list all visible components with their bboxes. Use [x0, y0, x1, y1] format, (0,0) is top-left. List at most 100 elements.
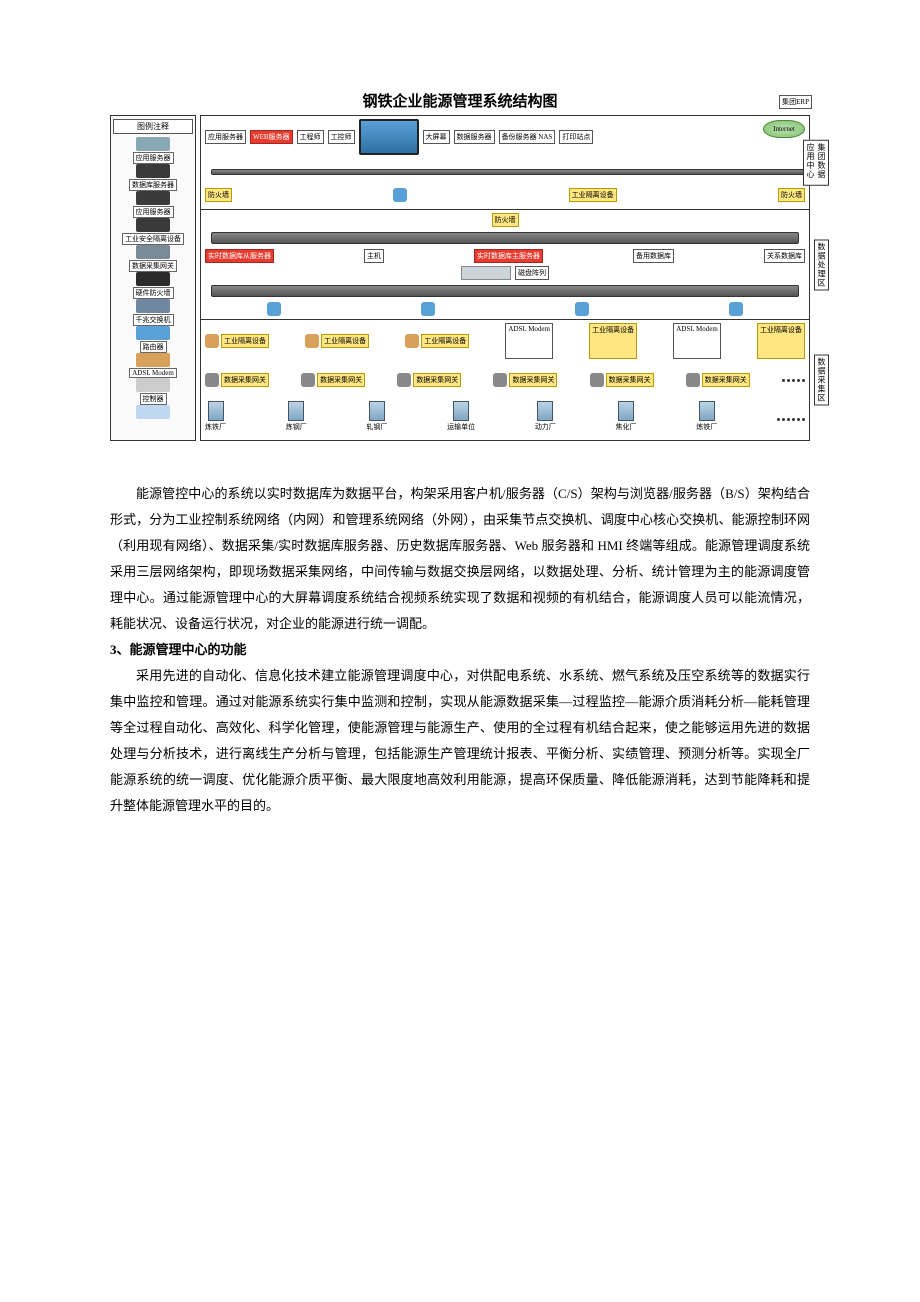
ellipsis-dots	[782, 362, 805, 398]
legend-column: 图例注释 应用服务器数据库服务器应用服务器工业安全隔离设备数据采集网关硬件防火墙…	[110, 115, 196, 441]
gateway-icon	[590, 373, 604, 387]
internet-cloud: Internet	[763, 120, 805, 138]
legend-glyph	[136, 272, 170, 286]
plant-label: 动力厂	[535, 422, 556, 432]
plant-label: 运输单位	[447, 422, 475, 432]
legend-header: 图例注释	[113, 119, 193, 134]
gateway-box: 数据采集网关	[413, 373, 461, 387]
proc-switch-bar	[211, 232, 799, 244]
plant-item: 炼铁厂	[205, 401, 226, 437]
app-box: 工控师	[328, 130, 355, 144]
legend-label: 控制器	[140, 393, 167, 405]
legend-item	[113, 405, 193, 419]
plant-row: 炼铁厂 炼钢厂轧钢厂 运输单位 动力厂 焦化厂 炼铁厂	[205, 401, 805, 437]
plant-item: 炼钢厂	[286, 401, 307, 437]
body-text: 能源管控中心的系统以实时数据库为数据平台，构架采用客户机/服务器（C/S）架构与…	[110, 481, 810, 819]
legend-glyph	[136, 405, 170, 419]
diagram-body: 集团ERP 图例注释 应用服务器数据库服务器应用服务器工业安全隔离设备数据采集网…	[110, 115, 810, 441]
proc-box: 实时数据库从服务器	[205, 249, 274, 263]
plant-label: 轧钢厂	[366, 422, 387, 432]
app-box: 备份服务器 NAS	[499, 130, 556, 144]
zone-proc: 数据处理区 防火墙 实时数据库从服务器 主机 实时数据库主服务器 备用数据库 关…	[201, 210, 809, 320]
equip-box: 工业隔离设备	[757, 323, 805, 359]
plant-item: 轧钢厂	[366, 401, 387, 437]
section-heading: 3、能源管理中心的功能	[110, 637, 810, 663]
building-icon	[537, 401, 553, 421]
legend-item: 控制器	[113, 378, 193, 405]
building-icon	[208, 401, 224, 421]
proc-box: 主机	[364, 249, 384, 263]
equip-box: 工业隔离设备	[589, 323, 637, 359]
modem-icon	[405, 334, 419, 348]
legend-label: 硬件防火墙	[133, 287, 174, 299]
diagram-title: 钢铁企业能源管理系统结构图	[110, 90, 810, 111]
legend-item: 千兆交换机	[113, 299, 193, 326]
legend-glyph	[136, 326, 170, 340]
paragraph-1: 能源管控中心的系统以实时数据库为数据平台，构架采用客户机/服务器（C/S）架构与…	[110, 481, 810, 637]
legend-item: 应用服务器	[113, 137, 193, 164]
gateway-icon	[397, 373, 411, 387]
legend-label: 应用服务器	[133, 206, 174, 218]
proc-switch-bar-2	[211, 285, 799, 297]
equip-box: 工业隔离设备	[421, 334, 469, 348]
zone-collect: 数据采集区 工业隔离设备 工业隔离设备 工业隔离设备 ADSL Modem 工业…	[201, 320, 809, 440]
gateway-row: 数据采集网关 数据采集网关 数据采集网关 数据采集网关 数据采集网关 数据采集网…	[205, 362, 805, 398]
legend-glyph	[136, 137, 170, 151]
equip-row: 工业隔离设备 工业隔离设备 工业隔离设备 ADSL Modem 工业隔离设备 A…	[205, 323, 805, 359]
legend-label: 千兆交换机	[133, 314, 174, 326]
legend-item: 数据库服务器	[113, 164, 193, 191]
legend-item: ADSL Modem	[113, 353, 193, 378]
plant-label: 焦化厂	[616, 422, 637, 432]
legend-label: 数据库服务器	[129, 179, 177, 191]
modem-box: ADSL Modem	[505, 323, 553, 359]
proc-box: 备用数据库	[633, 249, 674, 263]
plant-item: 炼铁厂	[696, 401, 717, 437]
legend-label: 应用服务器	[133, 152, 174, 164]
equip-box: 工业隔离设备	[321, 334, 369, 348]
proc-box: 实时数据库主服务器	[474, 249, 543, 263]
app-box: 应用服务器	[205, 130, 246, 144]
app-box: 防火墙	[778, 188, 805, 202]
legend-glyph	[136, 218, 170, 232]
gateway-box: 数据采集网关	[221, 373, 269, 387]
proc-box: 关系数据库	[764, 249, 805, 263]
diagram-main: 集团数据应用中心 Internet 应用服务器 WEB服务器 工程师 工控师 大…	[200, 115, 810, 441]
firewall-box: 防火墙	[492, 213, 519, 227]
app-box: WEB服务器	[250, 130, 293, 144]
router-row	[205, 302, 805, 316]
zone-proc-tag: 数据处理区	[814, 239, 829, 290]
app-box: 防火墙	[205, 188, 232, 202]
router-icon	[267, 302, 281, 316]
big-screen-icon	[359, 119, 419, 155]
app-box: 数据服务器	[454, 130, 495, 144]
legend-glyph	[136, 245, 170, 259]
erp-label: 集团ERP	[779, 95, 812, 109]
legend-label: 数据采集网关	[129, 260, 177, 272]
router-icon	[729, 302, 743, 316]
legend-glyph	[136, 353, 170, 367]
legend-item: 工业安全隔离设备	[113, 218, 193, 245]
legend-label: 路由器	[140, 341, 167, 353]
gateway-icon	[301, 373, 315, 387]
modem-icon	[305, 334, 319, 348]
legend-glyph	[136, 299, 170, 313]
core-switch-bar	[211, 169, 811, 175]
app-box: 打印站点	[559, 130, 593, 144]
plant-label: 炼铁厂	[205, 422, 226, 432]
router-icon	[393, 188, 407, 202]
gateway-box: 数据采集网关	[702, 373, 750, 387]
plant-item: 动力厂	[535, 401, 556, 437]
legend-label: ADSL Modem	[129, 368, 177, 378]
building-icon	[699, 401, 715, 421]
legend-glyph	[136, 378, 170, 392]
legend-glyph	[136, 191, 170, 205]
gateway-icon	[205, 373, 219, 387]
legend-item: 硬件防火墙	[113, 272, 193, 299]
app-box: 工程师	[297, 130, 324, 144]
plant-label: 炼铁厂	[696, 422, 717, 432]
app-box: 大屏幕	[423, 130, 450, 144]
plant-item: 运输单位	[447, 401, 475, 437]
ellipsis-dots	[777, 401, 805, 437]
building-icon	[369, 401, 385, 421]
modem-icon	[205, 334, 219, 348]
